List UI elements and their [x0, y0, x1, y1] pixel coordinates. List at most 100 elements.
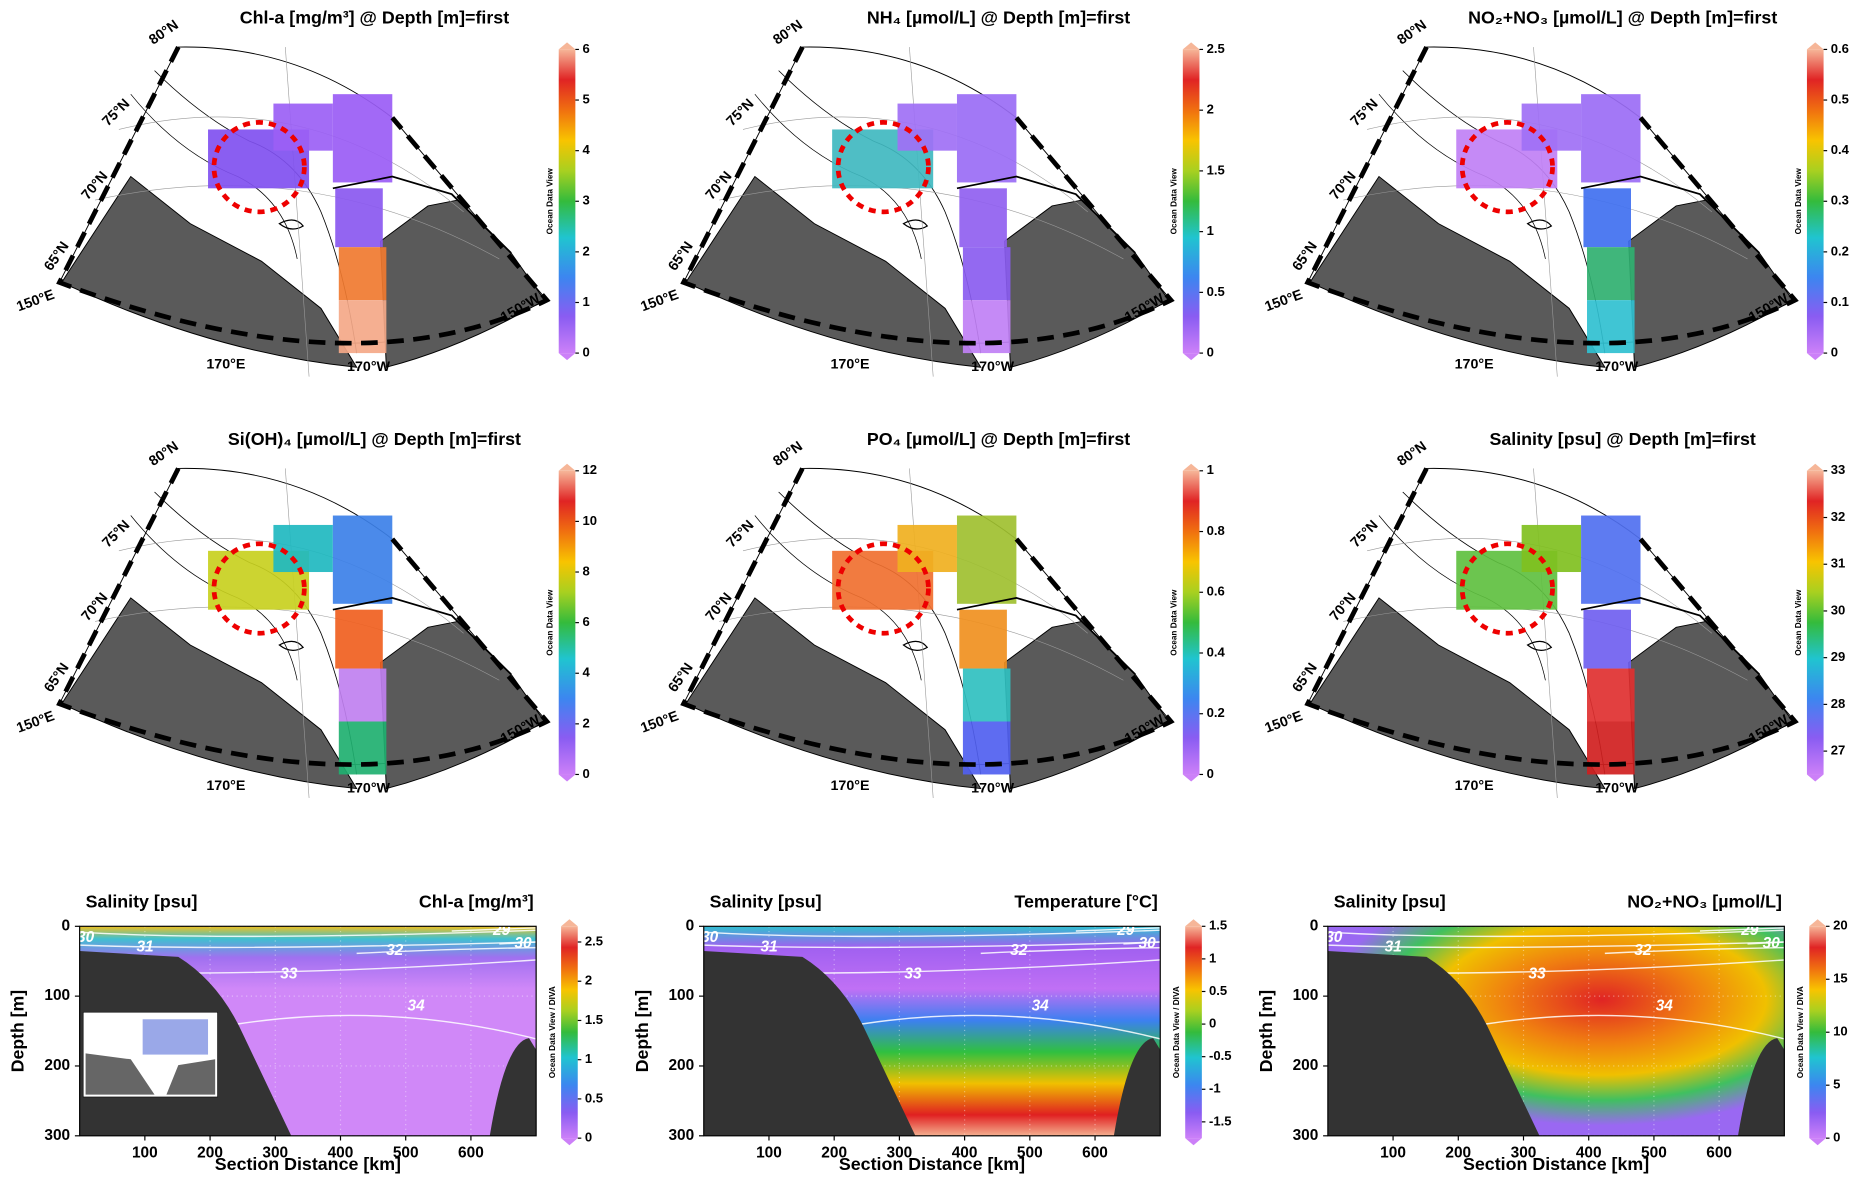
map-island — [278, 640, 305, 651]
longitude-label: 170°E — [206, 357, 245, 373]
map-border — [56, 46, 551, 346]
map-island — [902, 219, 929, 230]
latitude-label: 80°N — [1394, 439, 1429, 470]
colorbar-tick-label: 10 — [582, 513, 597, 528]
contour-label: 32 — [1010, 942, 1028, 959]
colorbar-tick-label: 20 — [1833, 918, 1848, 933]
colorbar-tick-label: 0.5 — [585, 1090, 603, 1105]
highlight-circle — [211, 120, 307, 215]
colorbar-tick-label: 0.6 — [1207, 584, 1225, 599]
colorbar-tick-label: 1 — [1207, 462, 1214, 477]
colorbar — [1809, 926, 1826, 1139]
colorbar-cap — [1809, 1138, 1826, 1146]
colorbar — [1182, 49, 1200, 354]
colorbar-credit: Ocean Data View — [1170, 589, 1179, 656]
contour-label: 31 — [1385, 939, 1402, 956]
map-data-patch — [335, 609, 383, 669]
contour-label: 30 — [77, 929, 95, 946]
longitude-label: 170°W — [1595, 359, 1639, 375]
colorbar-cap — [1185, 1138, 1202, 1146]
map-title: NH₄ [µmol/L] @ Depth [m]=first — [867, 8, 1130, 28]
colorbar-cap — [558, 353, 576, 361]
map-gridline — [285, 468, 310, 799]
map-data-patch — [959, 188, 1007, 248]
colorbar-tick-label: 0.4 — [1831, 142, 1850, 157]
colorbar-tick-label: 0 — [582, 345, 589, 360]
y-tick-label: 200 — [44, 1057, 70, 1074]
colorbar-tick-label: 1.5 — [1209, 918, 1227, 933]
contour-label: 33 — [904, 966, 922, 983]
map-data-patch — [332, 94, 393, 183]
map-gridline — [95, 185, 500, 260]
map-land — [1628, 620, 1794, 790]
map-data-patch — [956, 94, 1017, 183]
colorbar-tick-label: 0 — [1207, 766, 1214, 781]
map-gridline — [1533, 468, 1558, 799]
colorbar-tick-label: 0.2 — [1207, 705, 1225, 720]
map-panel: Chl-a [mg/m³] @ Depth [m]=first80°N75°N7… — [15, 8, 591, 377]
x-tick-label: 200 — [1445, 1145, 1471, 1162]
colorbar-tick-label: 31 — [1831, 556, 1846, 571]
colorbar-tick-label: 0.6 — [1831, 41, 1849, 56]
contour-line — [1123, 940, 1171, 945]
contour-label: 32 — [1634, 942, 1652, 959]
colorbar-tick-label: 27 — [1831, 743, 1846, 758]
map-island — [1526, 219, 1553, 230]
colorbar-credit: Ocean Data View / DIVA — [548, 986, 557, 1078]
map-data-patch — [1583, 188, 1631, 248]
colorbar-tick-label: 1.5 — [585, 1012, 603, 1027]
map-land — [685, 597, 982, 790]
x-axis-label: Section Distance [km] — [1463, 1154, 1649, 1174]
contour-line — [1327, 940, 1796, 949]
contour-line — [1485, 1014, 1796, 1043]
map-border — [680, 467, 1175, 767]
map-data-patch — [335, 188, 383, 248]
bathymetry — [1737, 1038, 1785, 1136]
colorbar-credit: Ocean Data View — [1170, 168, 1179, 235]
colorbar-tick-label: 0.5 — [1831, 92, 1849, 107]
contour-label: 29 — [1740, 922, 1759, 939]
map-land — [61, 175, 358, 368]
colorbar-cap — [558, 463, 576, 471]
colorbar-tick-label: 15 — [1833, 971, 1848, 986]
colorbar-tick-label: 0 — [1207, 345, 1214, 360]
map-panel: NO₂+NO₃ [µmol/L] @ Depth [m]=first 80°N 75… — [1263, 8, 1850, 377]
colorbar-tick-label: 8 — [582, 564, 589, 579]
plot-frame — [703, 925, 1161, 1137]
longitude-label: 170°E — [830, 357, 869, 373]
colorbar-tick-label: 5 — [1833, 1077, 1840, 1092]
colorbar-tick-label: 4 — [582, 142, 590, 157]
bathymetry — [1327, 951, 1540, 1136]
map-data-patch — [959, 609, 1007, 669]
longitude-label: 170°E — [206, 778, 245, 794]
x-tick-label: 100 — [132, 1145, 158, 1162]
map-land — [685, 175, 982, 368]
x-tick-label: 100 — [1380, 1145, 1406, 1162]
x-tick-label: 600 — [1082, 1145, 1108, 1162]
y-tick-label: 0 — [62, 917, 71, 934]
colorbar — [1185, 926, 1202, 1139]
map-data-patch — [332, 515, 393, 604]
map-border — [680, 46, 1175, 346]
map-data-patch — [338, 247, 387, 301]
colorbar-tick-label: 0.5 — [1209, 983, 1227, 998]
colorbar-tick-label: 29 — [1831, 649, 1846, 664]
colorbar-tick-label: 0 — [585, 1130, 592, 1145]
highlight-circle — [211, 541, 307, 636]
colorbar-tick-label: -0.5 — [1209, 1048, 1232, 1063]
contour-line — [1747, 940, 1796, 945]
colorbar-cap — [1185, 919, 1202, 927]
longitude-label: 170°W — [971, 359, 1015, 375]
colorbar-credit: Ocean Data View — [1794, 589, 1803, 656]
longitude-label: 150°E — [639, 287, 681, 315]
map-island — [278, 219, 305, 230]
colorbar-cap — [1182, 42, 1200, 50]
x-axis-label: Section Distance [km] — [839, 1154, 1025, 1174]
colorbar-tick-label: 0.3 — [1831, 193, 1849, 208]
map-data-patch — [1581, 94, 1641, 183]
contour-label: 32 — [386, 942, 404, 959]
colorbar — [558, 470, 576, 775]
colorbar-tick-label: 2 — [1207, 102, 1214, 117]
contour-line — [861, 1014, 1172, 1043]
longitude-label: 170°E — [1455, 778, 1494, 794]
